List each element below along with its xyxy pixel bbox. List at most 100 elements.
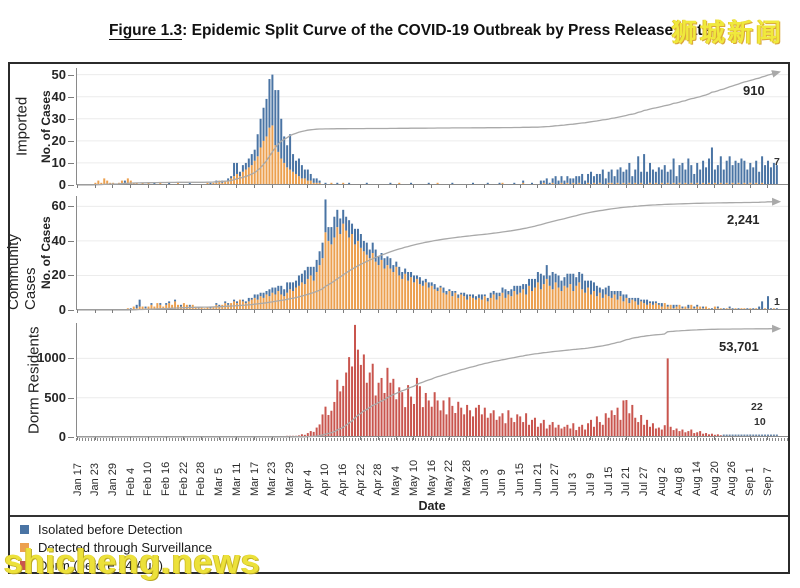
bar-segment [309,173,312,181]
x-tick-label: May 4 [390,466,403,496]
bar-segment [643,424,646,437]
x-tick-mark [484,310,486,313]
bar-segment [533,287,536,310]
bar-segment [675,304,678,307]
bar-segment [165,303,168,305]
bar-segment [510,296,513,310]
bar-segment [533,278,536,288]
bar-segment [613,414,616,437]
bar-segment [421,285,424,310]
bar-segment [336,182,339,185]
bar-segment [740,158,743,185]
x-tick-mark [165,310,167,313]
x-tick-mark [360,437,362,440]
bar-segment [713,434,716,437]
bar-segment [221,182,224,185]
bar-segment [672,182,675,185]
bar-segment [769,434,772,436]
bar-segment [604,287,607,295]
bar-segment [607,296,610,310]
bar-segment [351,366,354,437]
bar-segment [654,428,657,437]
bar-value-label: 10 [754,416,766,428]
bar-segment [404,268,407,274]
bar-segment [362,251,365,310]
bar-segment [321,414,324,437]
x-tick-mark [484,185,486,188]
x-tick-mark [77,437,78,440]
bar-segment [454,413,457,437]
chart-border-box [8,62,790,574]
cumulative-end-label: 53,701 [719,339,759,354]
bar-segment [327,240,330,310]
x-tick-label: Apr 10 [319,463,332,496]
bar-segment [457,294,460,298]
bar-segment [421,280,424,286]
bar-segment [592,282,595,291]
bar-segment [421,407,424,437]
bar-segment [557,180,560,185]
bar-segment [233,176,236,185]
bar-segment [755,160,758,183]
bar-segment [625,400,628,437]
bar-segment [601,169,604,185]
bar-segment [466,294,469,300]
bar-segment [569,428,572,437]
bar-segment [551,422,554,437]
bar-segment [604,413,607,437]
bar-segment [386,256,389,266]
bar-segment [693,306,696,309]
bar-segment [595,296,598,310]
bar-segment [654,171,657,183]
bar-segment [622,171,625,183]
x-tick-mark [484,437,486,440]
x-tick-mark [466,185,468,188]
x-tick-mark [643,185,645,188]
bar-segment [457,297,460,310]
bar-segment [619,419,622,437]
y-tick-mark [68,310,74,311]
legend-swatch-isolated-icon [20,524,29,534]
bar-segment [386,367,389,437]
y-tick-mark [68,162,74,164]
bar-segment [646,171,649,185]
bar-segment [681,306,684,309]
bar-segment [427,287,430,310]
bar-segment [315,259,318,272]
bar-segment [398,182,401,185]
bar-segment [374,261,377,310]
x-tick-mark [767,310,769,313]
bar-segment [702,433,705,437]
bar-segment [469,294,472,297]
bar-segment [678,182,681,185]
y-tick-mark [68,437,74,438]
bar-segment [578,176,581,183]
bar-segment [177,182,179,185]
bar-segment [507,410,510,437]
bar-segment [132,182,135,185]
bar-segment [616,182,619,185]
bar-segment [640,299,643,302]
bar-segment [752,167,755,185]
bar-segment [522,289,525,310]
bar-segment [274,294,277,310]
bar-segment [669,169,672,185]
x-tick-mark [377,185,379,188]
bar-segment [168,303,171,310]
bar-segment [318,265,321,310]
bar-segment [194,306,197,310]
bar-segment [746,434,749,436]
x-tick-mark [77,185,78,188]
bar-segment [525,284,528,295]
bar-segment [578,282,581,310]
bar-segment [286,282,289,293]
bar-segment [761,182,764,185]
bar-segment [433,284,436,290]
x-tick-mark [554,310,556,313]
bar-segment [649,162,651,183]
x-tick-label: Jul 21 [620,466,633,496]
bar-segment [436,400,439,437]
bar-segment [271,287,274,293]
bar-segment [188,182,191,185]
x-tick-label: Apr 28 [372,463,385,496]
